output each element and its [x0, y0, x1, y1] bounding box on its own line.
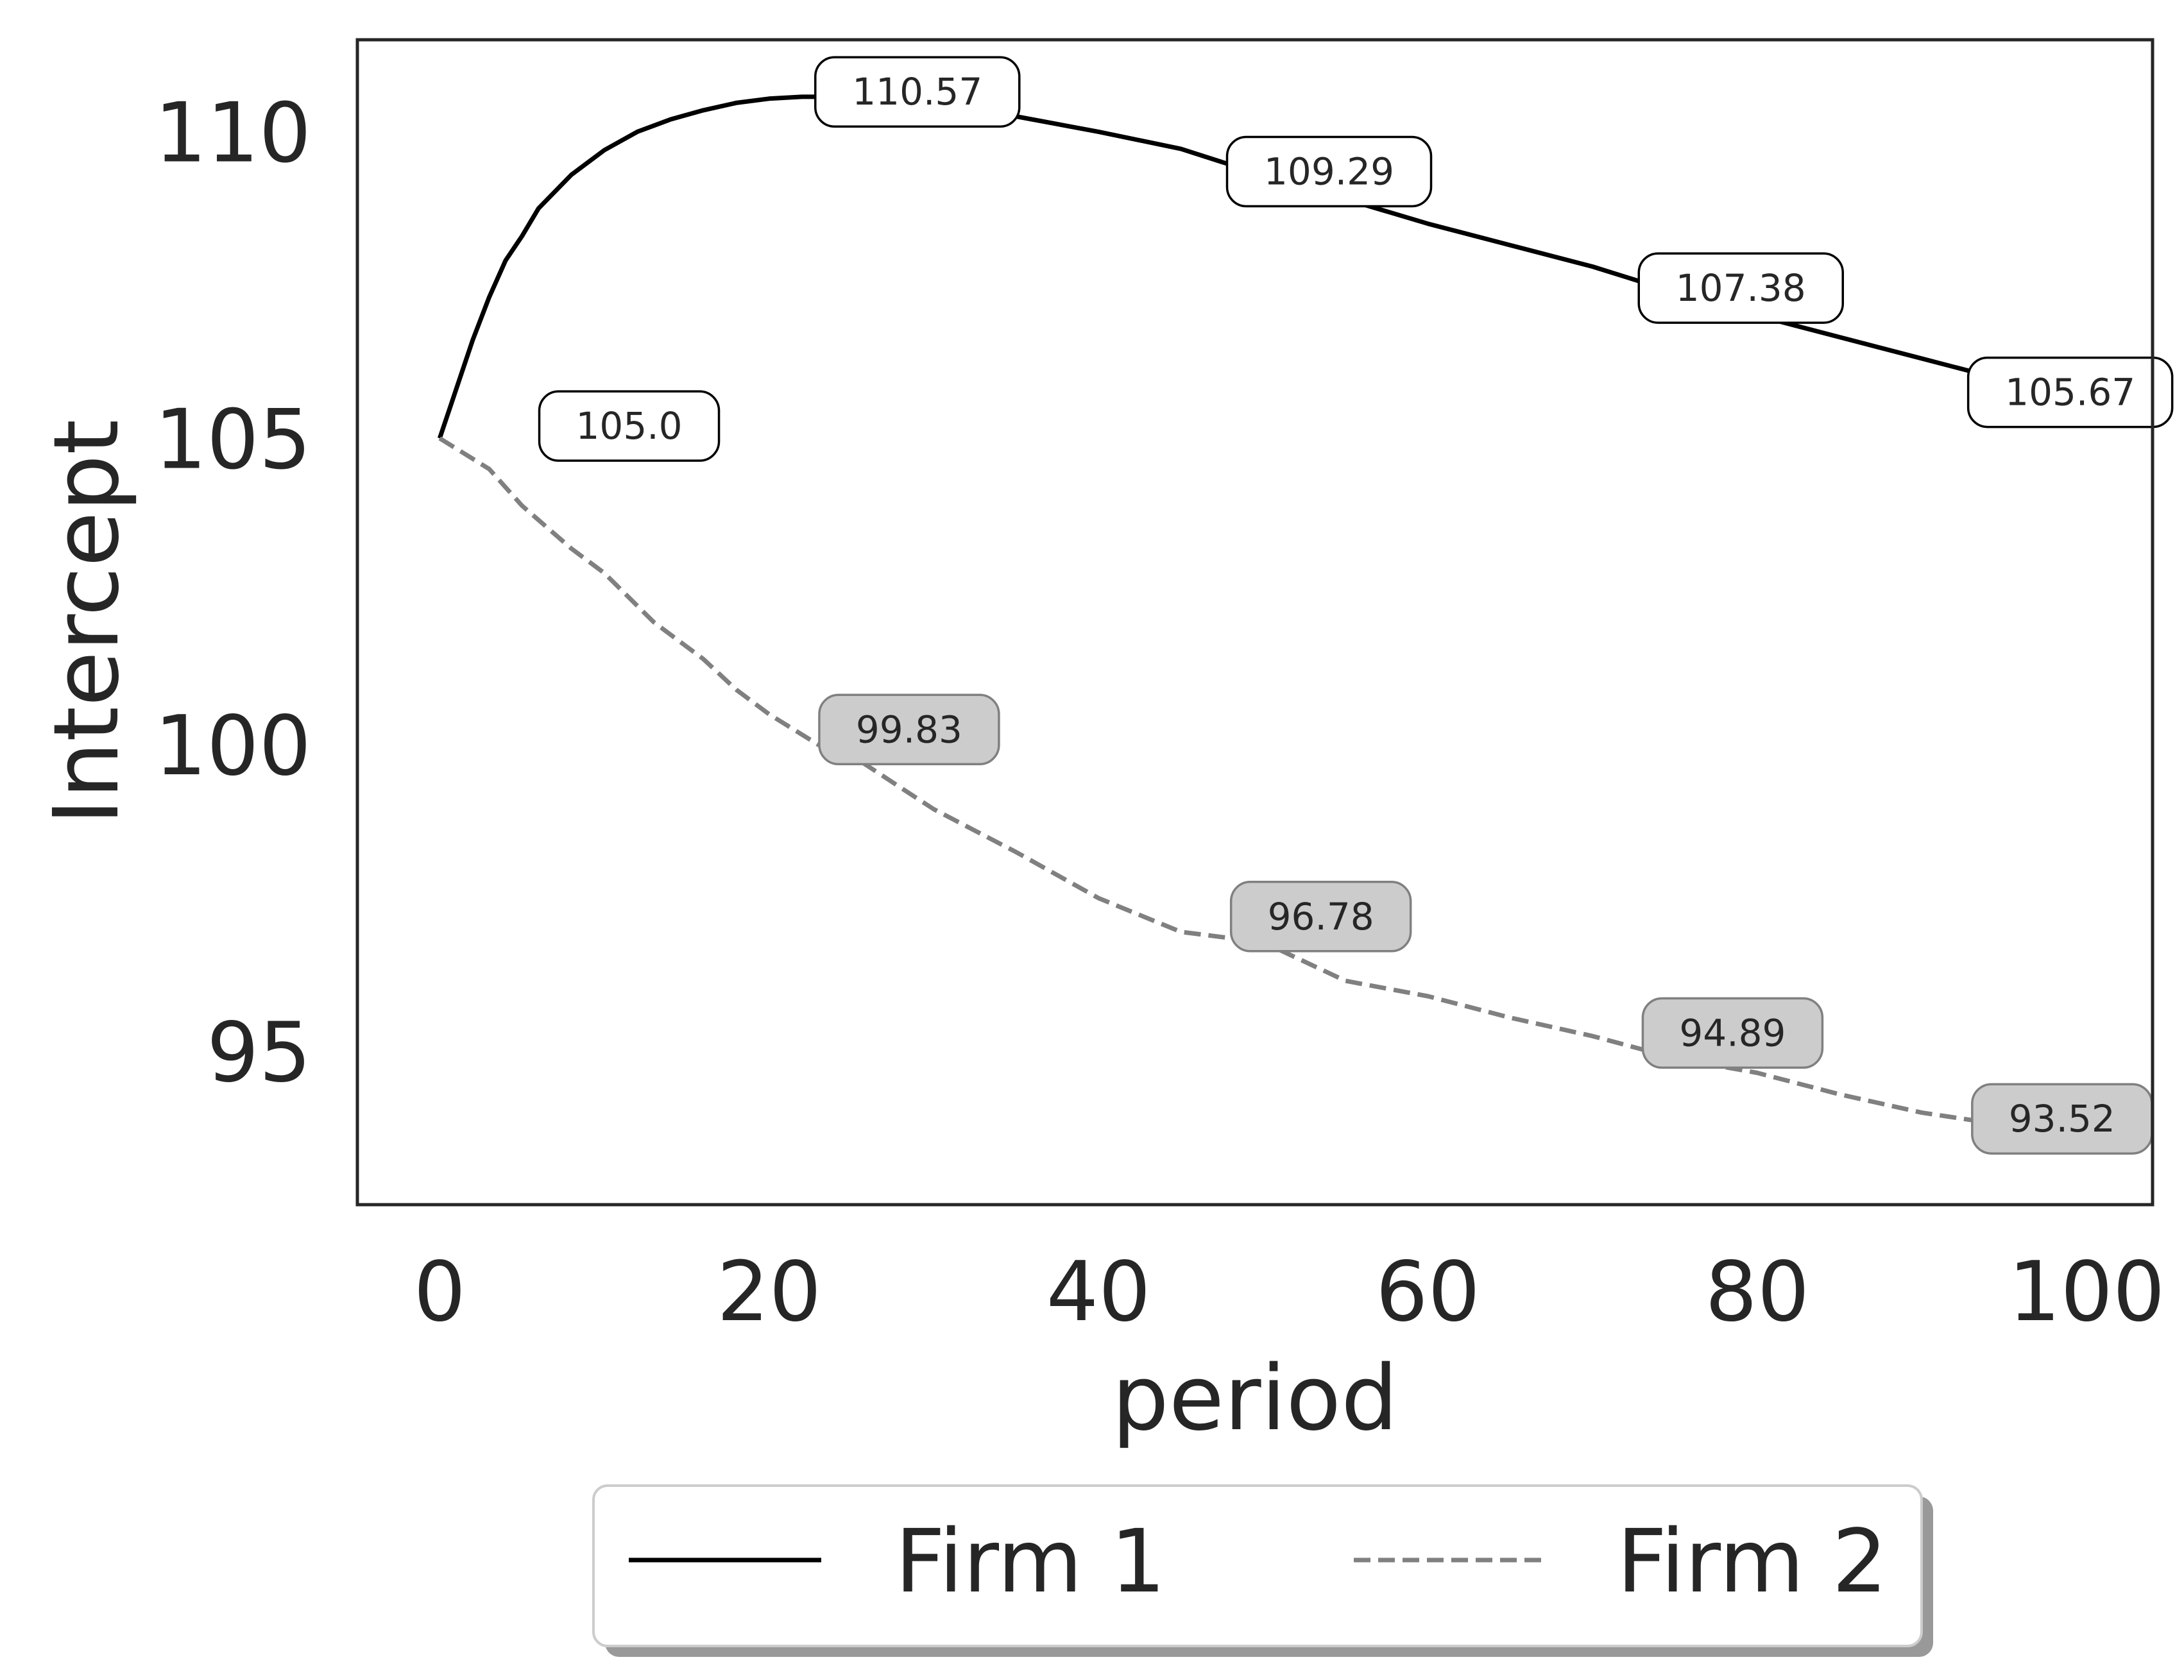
legend-label-1: Firm 1	[895, 1511, 1166, 1613]
data-label-text: 109.29	[1264, 149, 1394, 193]
data-label-box	[1229, 881, 1412, 953]
data-label-text: 96.78	[1268, 895, 1374, 938]
y-axis: 95 100 105 110	[155, 85, 311, 1101]
data-label-text: 105.0	[576, 404, 683, 448]
x-tick-label: 100	[2008, 1244, 2165, 1340]
x-tick-label: 20	[717, 1244, 821, 1340]
data-label-text: 105.67	[2005, 371, 2135, 414]
data-label-box	[814, 56, 1021, 128]
y-axis-label: Intercept	[35, 420, 139, 825]
legend-label-2: Firm 2	[1617, 1511, 1888, 1613]
data-label-box	[1225, 135, 1433, 208]
y-tick-label: 110	[155, 85, 311, 181]
x-tick-label: 40	[1046, 1244, 1151, 1340]
data-label-box	[818, 693, 1000, 766]
data-label-box	[1641, 997, 1824, 1069]
y-tick-label: 95	[207, 1005, 311, 1101]
data-label-box	[1637, 252, 1845, 324]
data-label-box	[538, 390, 721, 462]
data-label: 94.89	[1641, 997, 1824, 1069]
data-label-text: 107.38	[1676, 266, 1806, 310]
data-label-text: 94.89	[1679, 1011, 1786, 1055]
data-label-text: 93.52	[2009, 1097, 2115, 1141]
data-label: 96.78	[1229, 881, 1412, 953]
data-label: 110.57	[814, 56, 1021, 128]
data-label-text: 110.57	[852, 70, 982, 114]
data-label: 109.29	[1225, 135, 1433, 208]
annotations: 105.0 110.57 109.29 107.38 105.67 99.83 96.78 9…	[538, 56, 2174, 1155]
x-tick-label: 60	[1376, 1244, 1480, 1340]
data-label-text: 99.83	[856, 708, 962, 751]
data-label-box	[1966, 356, 2174, 428]
y-tick-label: 105	[155, 392, 311, 488]
data-label: 107.38	[1637, 252, 1845, 324]
data-label: 105.67	[1966, 356, 2174, 428]
x-axis-label: period	[1112, 1346, 1398, 1451]
data-label: 105.0	[538, 390, 721, 462]
plot-marks	[437, 94, 2088, 1144]
legend-box	[592, 1484, 1923, 1647]
x-tick-label: 0	[414, 1244, 466, 1340]
x-axis: 0 20 40 60 80 100	[414, 1244, 2165, 1340]
legend: Firm 1 Firm 2	[592, 1484, 1933, 1657]
data-label: 99.83	[818, 693, 1000, 766]
y-tick-label: 100	[155, 699, 311, 794]
series-line-2	[438, 436, 2088, 1144]
x-tick-label: 80	[1705, 1244, 1809, 1340]
data-label: 93.52	[1971, 1083, 2153, 1155]
plot-frame	[355, 38, 2154, 1207]
